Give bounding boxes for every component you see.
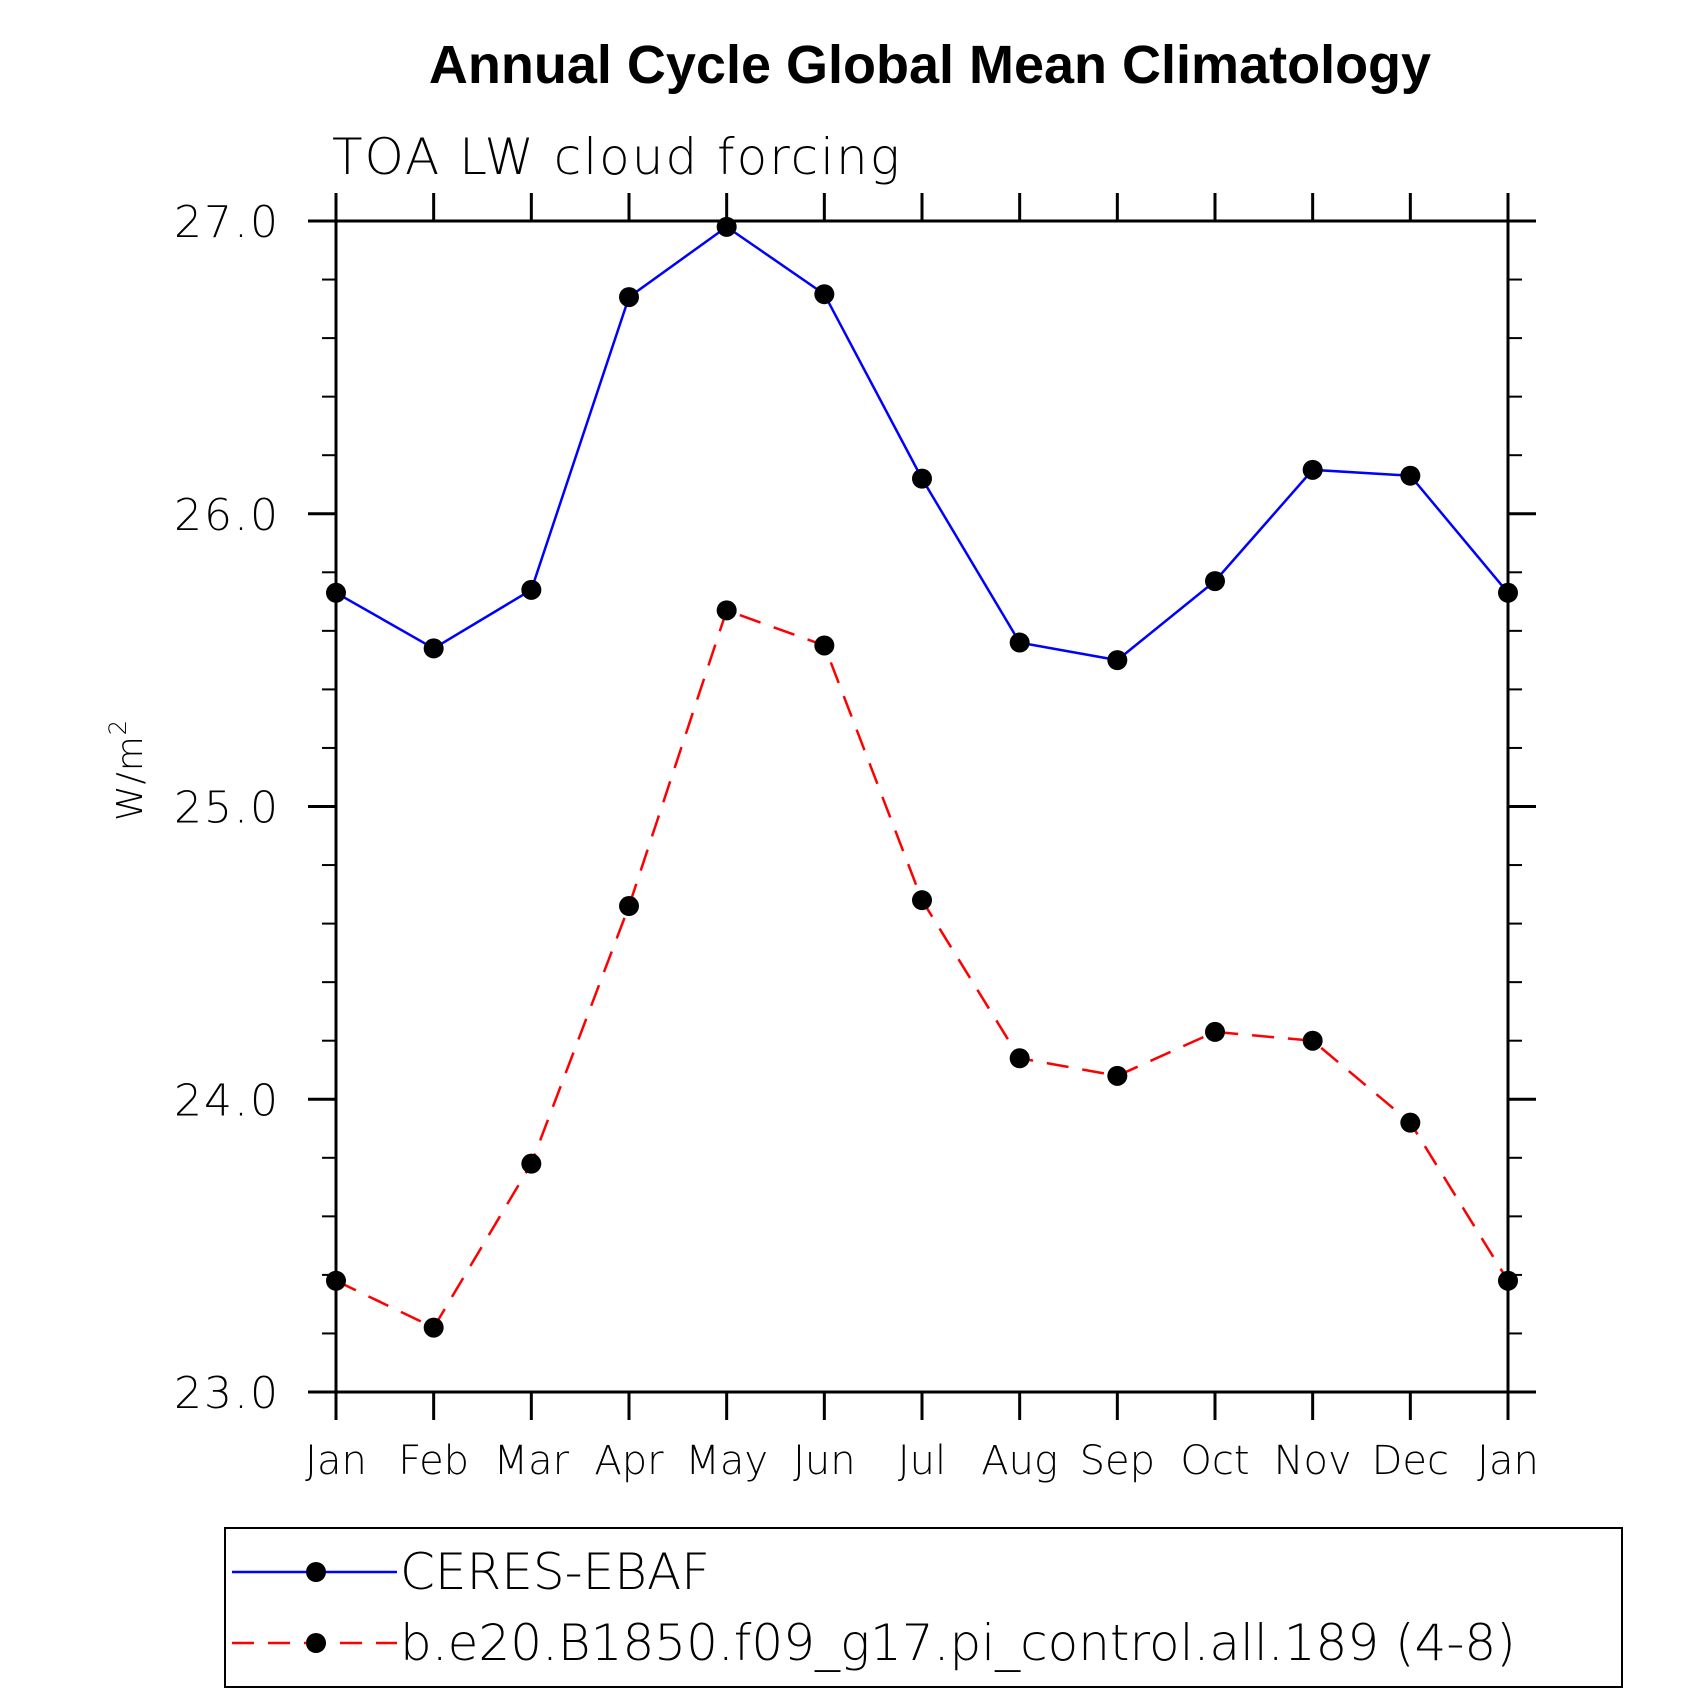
- series-0-point: [1400, 465, 1421, 486]
- y-axis-label-text: W/m: [110, 735, 151, 821]
- y-tick-label: 23.0: [174, 1368, 280, 1419]
- series-0-point: [521, 579, 542, 600]
- series-0-point: [716, 216, 737, 237]
- y-tick-labels: 23.0 24.0 25.0 26.0 27.0: [174, 197, 280, 1419]
- svg-text:W/m2: W/m2: [104, 719, 151, 821]
- series-1-point: [1498, 1270, 1518, 1291]
- series-1-point: [521, 1153, 542, 1174]
- series-0-point: [423, 638, 444, 659]
- legend-label-model: b.e20.B1850.f09_g17.pi_control.all.189 (…: [400, 1614, 1516, 1672]
- legend-marker-ceres: [306, 1562, 326, 1582]
- x-tick-label: Dec: [1372, 1438, 1449, 1484]
- series-0-point: [1498, 582, 1518, 603]
- y-tick-label: 26.0: [174, 490, 280, 541]
- series-1-point: [1302, 1030, 1323, 1051]
- series-group: [326, 216, 1518, 1338]
- x-tick-label: Sep: [1080, 1438, 1155, 1484]
- series-line-1: [335, 608, 1510, 1330]
- chart-title: Annual Cycle Global Mean Climatology: [429, 35, 1431, 95]
- y-axis-label-superscript: 2: [104, 719, 132, 735]
- series-1-point: [1009, 1048, 1030, 1069]
- series-1-point: [716, 600, 737, 621]
- x-tick-label: Jun: [793, 1438, 856, 1484]
- series-0-point: [619, 287, 639, 308]
- y-tick-label: 25.0: [174, 783, 280, 834]
- legend-marker-model: [306, 1633, 326, 1653]
- y-tick-label: 24.0: [174, 1075, 280, 1126]
- legend-box: [224, 1527, 1623, 1688]
- x-tick-labels: Jan Feb Mar Apr May Jun Jul Aug Sep Oct Nov Dec Jan: [305, 1438, 1539, 1484]
- x-tick-label: Nov: [1274, 1438, 1352, 1484]
- axis-ticks: [308, 193, 1536, 1420]
- series-0-point: [1009, 632, 1030, 653]
- x-tick-label: Aug: [981, 1438, 1058, 1484]
- series-1-point: [619, 896, 639, 917]
- x-tick-label: Feb: [398, 1438, 469, 1484]
- series-1-point: [1400, 1112, 1421, 1133]
- series-1-point: [814, 635, 835, 656]
- legend: CERES-EBAF b.e20.B1850.f09_g17.pi_contro…: [224, 1527, 1623, 1688]
- series-1-point: [1205, 1021, 1225, 1042]
- x-tick-label: Jan: [1477, 1438, 1539, 1484]
- x-tick-label: Mar: [494, 1438, 570, 1484]
- series-0-point: [1302, 459, 1323, 480]
- series-1-point: [1107, 1065, 1128, 1086]
- series-0-point: [326, 582, 346, 603]
- series-line-0: [335, 225, 1509, 662]
- x-tick-label: May: [685, 1438, 768, 1484]
- chart-subtitle: TOA LW cloud forcing: [332, 128, 902, 186]
- series-0-point: [1205, 571, 1225, 592]
- y-tick-label: 27.0: [174, 197, 280, 248]
- series-1-point: [912, 890, 932, 911]
- x-tick-label: Jul: [898, 1438, 946, 1484]
- y-axis-label: W/m2: [104, 719, 151, 821]
- series-0-point: [814, 284, 835, 305]
- x-tick-label: Apr: [594, 1438, 664, 1484]
- x-tick-label: Oct: [1180, 1438, 1249, 1484]
- legend-label-ceres: CERES-EBAF: [400, 1543, 710, 1601]
- x-tick-label: Jan: [305, 1438, 367, 1484]
- series-0-point: [912, 468, 932, 489]
- series-1-point: [326, 1270, 346, 1291]
- series-1-point: [423, 1317, 444, 1338]
- series-0-point: [1107, 650, 1128, 671]
- plot-frame: [334, 219, 1510, 1394]
